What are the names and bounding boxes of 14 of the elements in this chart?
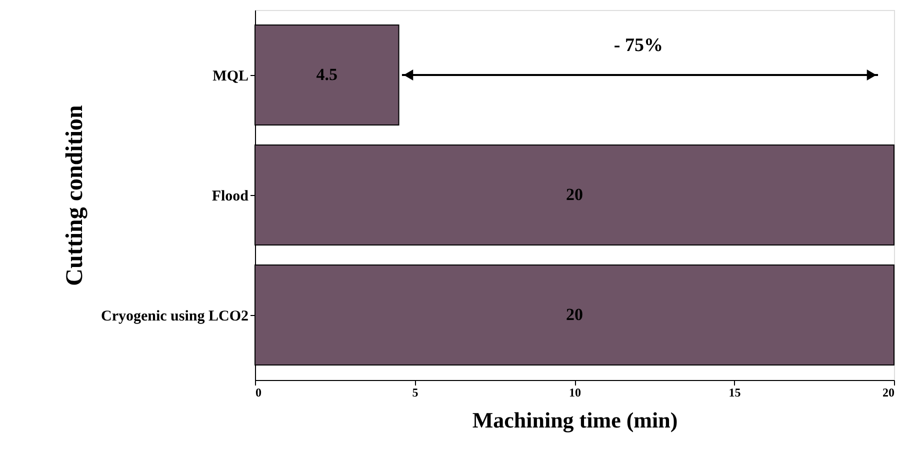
- x-tick-label: 20: [882, 386, 894, 400]
- x-tick-label: 5: [412, 386, 418, 400]
- x-tick-label: 15: [728, 386, 741, 400]
- annotation: - 75%: [614, 35, 663, 56]
- y-tick-label: Cryogenic using LCO2: [100, 308, 248, 324]
- x-axis-title: Machining time (min): [472, 408, 678, 432]
- data-label: 20: [566, 185, 583, 204]
- x-tick-label: 0: [256, 386, 262, 400]
- data-label: 4.5: [316, 65, 338, 84]
- y-tick-label: Flood: [212, 188, 250, 204]
- y-tick-label: MQL: [212, 68, 248, 84]
- x-tick-label: 10: [569, 386, 581, 400]
- y-axis-title: Cutting condition: [62, 105, 88, 286]
- data-label: 20: [566, 305, 583, 324]
